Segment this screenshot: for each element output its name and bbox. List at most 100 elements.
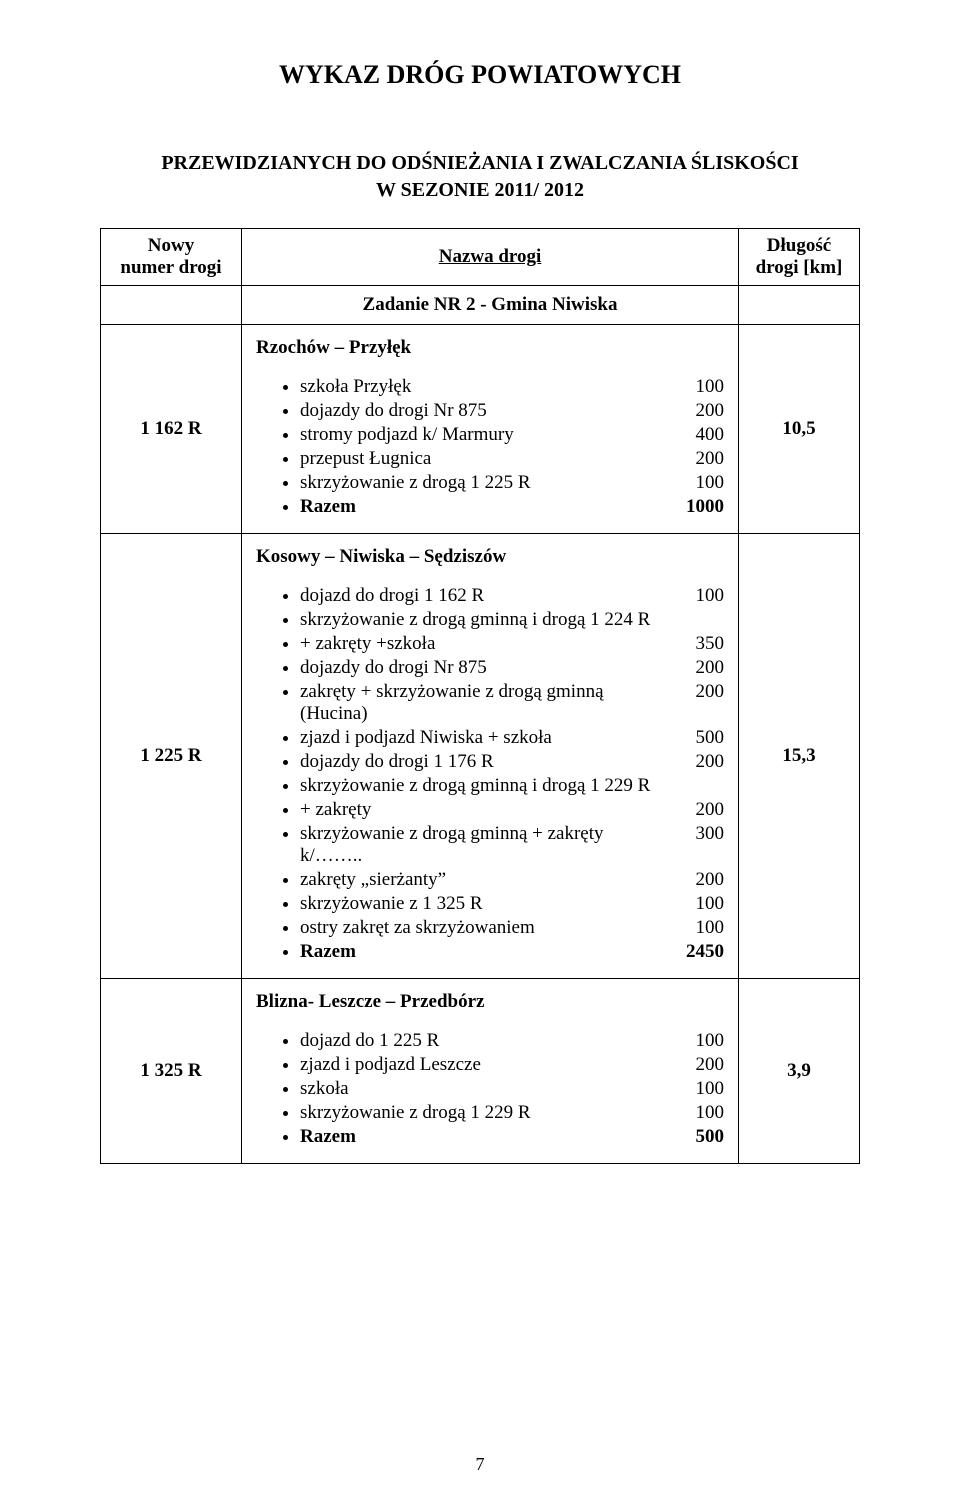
item-list: szkoła Przyłęk100dojazdy do drogi Nr 875… (256, 375, 724, 519)
header-name-text: Nazwa drogi (439, 246, 542, 267)
road-length: 10,5 (739, 325, 860, 534)
item-row: skrzyżowanie z 1 325 R100 (300, 893, 724, 915)
list-item: zjazd i podjazd Niwiska + szkoła500 (300, 726, 724, 750)
item-row: + zakręty200 (300, 799, 724, 821)
header-number-l2: numer drogi (120, 257, 221, 278)
subtitle-line2: W SEZONIE 2011/ 2012 (376, 179, 584, 201)
item-value: 350 (664, 633, 724, 655)
item-row: zakręty „sierżanty”200 (300, 869, 724, 891)
header-length: Długość drogi [km] (739, 229, 860, 286)
list-item: dojazdy do drogi 1 176 R200 (300, 750, 724, 774)
item-row: skrzyżowanie z drogą 1 225 R100 (300, 472, 724, 494)
item-list: dojazd do 1 225 R100zjazd i podjazd Lesz… (256, 1029, 724, 1149)
road-number: 1 225 R (101, 534, 242, 979)
item-label: szkoła (300, 1078, 664, 1100)
road-description: Rzochów – Przyłększkoła Przyłęk100dojazd… (242, 325, 739, 534)
item-value: 300 (664, 823, 724, 845)
item-row: dojazd do drogi 1 162 R100 (300, 585, 724, 607)
item-value: 200 (664, 799, 724, 821)
item-label: + zakręty +szkoła (300, 633, 664, 655)
item-label: dojazdy do drogi Nr 875 (300, 400, 664, 422)
item-value: 200 (664, 657, 724, 679)
item-row: zakręty + skrzyżowanie z drogą gminną (H… (300, 681, 724, 725)
task-empty-right (739, 286, 860, 325)
header-number: Nowy numer drogi (101, 229, 242, 286)
page: WYKAZ DRÓG POWIATOWYCH PRZEWIDZIANYCH DO… (0, 0, 960, 1499)
list-item: zakręty + skrzyżowanie z drogą gminną (H… (300, 680, 724, 726)
item-label: skrzyżowanie z drogą 1 225 R (300, 472, 664, 494)
item-value: 200 (664, 751, 724, 773)
item-row: ostry zakręt za skrzyżowaniem100 (300, 917, 724, 939)
item-label: Razem (300, 496, 664, 518)
item-label: dojazdy do drogi Nr 875 (300, 657, 664, 679)
item-value: 200 (664, 681, 724, 703)
item-row: zjazd i podjazd Niwiska + szkoła500 (300, 727, 724, 749)
item-value: 2450 (664, 941, 724, 963)
list-item: skrzyżowanie z drogą gminną i drogą 1 22… (300, 608, 724, 632)
header-name: Nazwa drogi (242, 229, 739, 286)
table-row: 1 225 R Kosowy – Niwiska – Sędziszów dojaz… (101, 534, 860, 979)
item-value: 100 (664, 1030, 724, 1052)
list-item: zjazd i podjazd Leszcze200 (300, 1053, 724, 1077)
item-row: skrzyżowanie z drogą gminną i drogą 1 22… (300, 609, 724, 631)
item-label: szkoła Przyłęk (300, 376, 664, 398)
list-item: przepust Ługnica200 (300, 447, 724, 471)
item-value: 200 (664, 400, 724, 422)
item-row: stromy podjazd k/ Marmury400 (300, 424, 724, 446)
item-row: szkoła Przyłęk100 (300, 376, 724, 398)
item-label: dojazd do 1 225 R (300, 1030, 664, 1052)
task-row: Zadanie NR 2 - Gmina Niwiska (101, 286, 860, 325)
road-number: 1 325 R (101, 979, 242, 1164)
item-label: zakręty + skrzyżowanie z drogą gminną (H… (300, 681, 664, 725)
item-value: 1000 (664, 496, 724, 518)
header-length-l1: Długość (767, 235, 831, 256)
item-label: przepust Ługnica (300, 448, 664, 470)
item-label: dojazdy do drogi 1 176 R (300, 751, 664, 773)
item-value: 100 (664, 917, 724, 939)
spacer (256, 574, 724, 584)
item-label: skrzyżowanie z drogą gminną i drogą 1 22… (300, 609, 664, 631)
item-label: skrzyżowanie z drogą gminną + zakręty k/… (300, 823, 664, 867)
item-value: 200 (664, 448, 724, 470)
list-item: dojazdy do drogi Nr 875200 (300, 399, 724, 423)
table-row: 1 162 RRzochów – Przyłększkoła Przyłęk10… (101, 325, 860, 534)
list-item: szkoła100 (300, 1077, 724, 1101)
item-value: 100 (664, 472, 724, 494)
item-label: skrzyżowanie z drogą gminną i drogą 1 22… (300, 775, 664, 797)
list-item: dojazd do drogi 1 162 R100 (300, 584, 724, 608)
list-item: + zakręty +szkoła350 (300, 632, 724, 656)
item-label: zjazd i podjazd Leszcze (300, 1054, 664, 1076)
item-row: zjazd i podjazd Leszcze200 (300, 1054, 724, 1076)
item-value: 500 (664, 727, 724, 749)
item-value: 100 (664, 585, 724, 607)
list-item: szkoła Przyłęk100 (300, 375, 724, 399)
item-label: Razem (300, 941, 664, 963)
item-value: 500 (664, 1126, 724, 1148)
spacer (256, 1019, 724, 1029)
item-label: zakręty „sierżanty” (300, 869, 664, 891)
item-row: Razem2450 (300, 941, 724, 963)
item-label: dojazd do drogi 1 162 R (300, 585, 664, 607)
item-label: stromy podjazd k/ Marmury (300, 424, 664, 446)
section-name: Kosowy – Niwiska – Sędziszów (256, 546, 724, 568)
roads-table: Nowy numer drogi Nazwa drogi Długość dro… (100, 228, 860, 1164)
item-row: dojazdy do drogi Nr 875200 (300, 657, 724, 679)
list-item: ostry zakręt za skrzyżowaniem100 (300, 916, 724, 940)
task-empty-left (101, 286, 242, 325)
task-label: Zadanie NR 2 - Gmina Niwiska (242, 286, 739, 325)
subtitle-line1: PRZEWIDZIANYCH DO ODŚNIEŻANIA I ZWALCZAN… (161, 152, 798, 174)
item-value: 100 (664, 1102, 724, 1124)
header-length-l2: drogi [km] (756, 257, 843, 278)
page-number: 7 (0, 1454, 960, 1475)
item-row: dojazdy do drogi Nr 875200 (300, 400, 724, 422)
road-description: Kosowy – Niwiska – Sędziszów dojazd do dr… (242, 534, 739, 979)
item-label: + zakręty (300, 799, 664, 821)
table-row: 1 325 RBlizna- Leszcze – Przedbórzdojazd… (101, 979, 860, 1164)
item-row: + zakręty +szkoła350 (300, 633, 724, 655)
list-item: skrzyżowanie z drogą gminną + zakręty k/… (300, 822, 724, 868)
page-subtitle: PRZEWIDZIANYCH DO ODŚNIEŻANIA I ZWALCZAN… (100, 150, 860, 204)
item-label: skrzyżowanie z drogą 1 229 R (300, 1102, 664, 1124)
list-item: dojazdy do drogi Nr 875200 (300, 656, 724, 680)
list-item: skrzyżowanie z drogą gminną i drogą 1 22… (300, 774, 724, 798)
spacer (256, 365, 724, 375)
